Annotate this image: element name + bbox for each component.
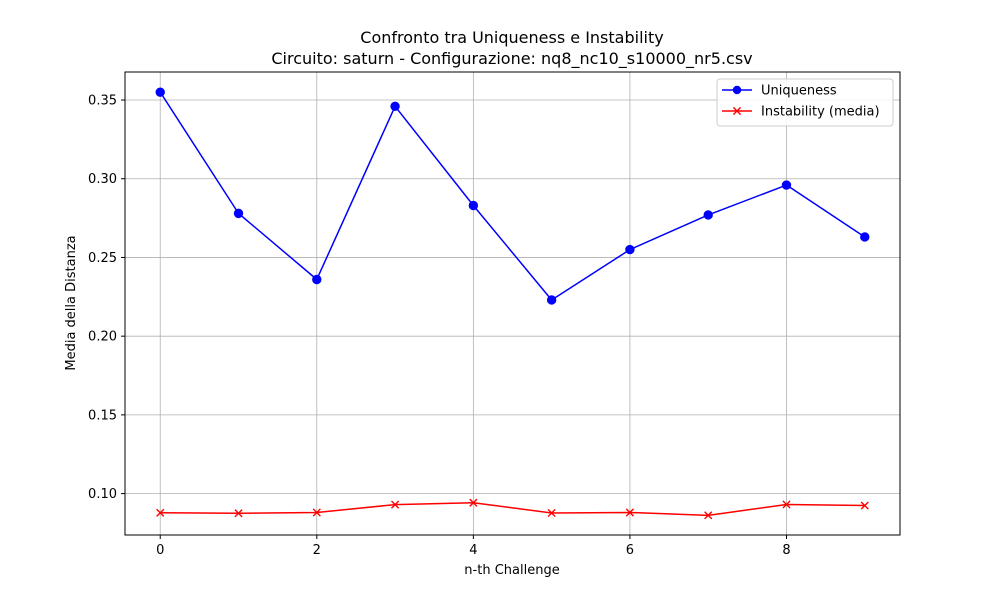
- data-point: [703, 210, 713, 220]
- data-point: [390, 101, 400, 112]
- series-1: [156, 498, 869, 520]
- data-point: [312, 274, 322, 285]
- data-point: [781, 180, 792, 190]
- legend-label: Instability (media): [761, 105, 880, 120]
- data-point: [860, 232, 870, 242]
- legend-box: [716, 78, 894, 127]
- legend-marker: [732, 106, 742, 116]
- x-tick-label: 8: [782, 543, 790, 558]
- legend-label: Uniqueness: [761, 84, 837, 99]
- series-line: [160, 501, 865, 517]
- data-point: [468, 200, 479, 211]
- data-point: [625, 508, 635, 517]
- y-tick-label: 0.15: [88, 408, 117, 423]
- y-tick-label: 0.30: [88, 172, 117, 187]
- y-tick-label: 0.20: [88, 330, 117, 345]
- data-point: [233, 208, 244, 219]
- x-tick-label: 4: [469, 543, 477, 558]
- x-axis-label: n-th Challenge: [464, 563, 559, 578]
- chart-title: Confronto tra Uniqueness e Instability: [360, 28, 663, 47]
- y-tick-label: 0.25: [88, 251, 117, 266]
- y-tick-label: 0.35: [88, 94, 117, 109]
- chart-subtitle: Circuito: saturn - Configurazione: nq8_n…: [271, 49, 752, 69]
- plot-frame: [124, 71, 901, 536]
- legend-marker: [732, 85, 742, 95]
- data-point: [704, 511, 713, 520]
- data-point: [547, 508, 556, 518]
- grid: [125, 72, 900, 535]
- data-point: [782, 500, 791, 509]
- data-point: [469, 498, 478, 507]
- series-layer: [155, 87, 870, 520]
- series-line: [159, 91, 866, 301]
- data-point: [390, 500, 400, 509]
- y-axis-label: Media della Distanza: [64, 235, 79, 370]
- data-point: [860, 501, 869, 510]
- series-0: [155, 87, 870, 305]
- data-point: [234, 509, 243, 518]
- y-tick-label: 0.10: [88, 487, 117, 502]
- x-tick-label: 6: [626, 543, 634, 558]
- data-point: [156, 508, 165, 517]
- x-tick-label: 0: [156, 543, 164, 558]
- data-point: [546, 295, 557, 305]
- data-point: [625, 244, 635, 255]
- ticks: 0 2 4 6 8 0.10 0.15 0.20 0.25 0.30 0.35: [88, 94, 791, 558]
- data-point: [155, 87, 165, 97]
- data-point: [312, 508, 321, 517]
- legend: Uniqueness Instability (media): [716, 78, 894, 127]
- x-tick-label: 2: [313, 543, 321, 558]
